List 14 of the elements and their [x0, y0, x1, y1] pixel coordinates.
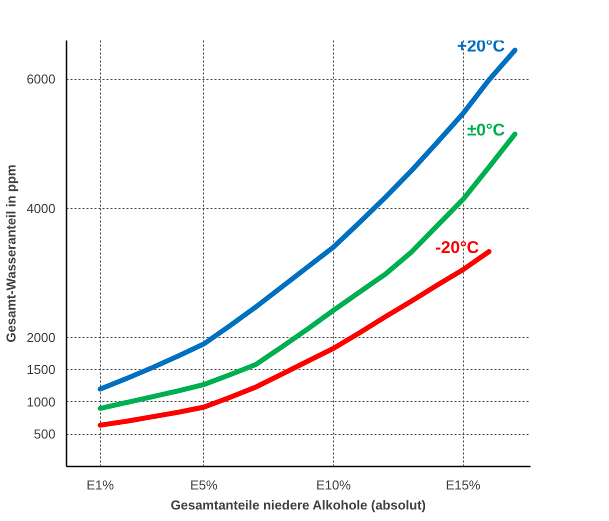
y-tick-label: 1000	[26, 394, 56, 410]
series-label: -20°C	[435, 238, 480, 258]
y-tick-label: 6000	[26, 72, 56, 87]
y-tick-label: 1500	[26, 362, 56, 378]
series-label: ±0°C	[467, 120, 505, 140]
y-axis-title: Gesamt-Wasseranteil in ppm	[4, 164, 19, 342]
x-tick-label: E1%	[86, 478, 114, 492]
y-tick-label: 2000	[26, 330, 56, 345]
x-axis-title: Gesamtanteile niedere Alkohole (absolut)	[170, 498, 426, 512]
y-tick-label: 500	[34, 426, 56, 442]
y-tick-label: 4000	[26, 200, 56, 216]
x-tick-label: E10%	[316, 478, 352, 492]
x-tick-label: E5%	[190, 478, 218, 492]
x-tick-label: E15%	[446, 478, 481, 492]
